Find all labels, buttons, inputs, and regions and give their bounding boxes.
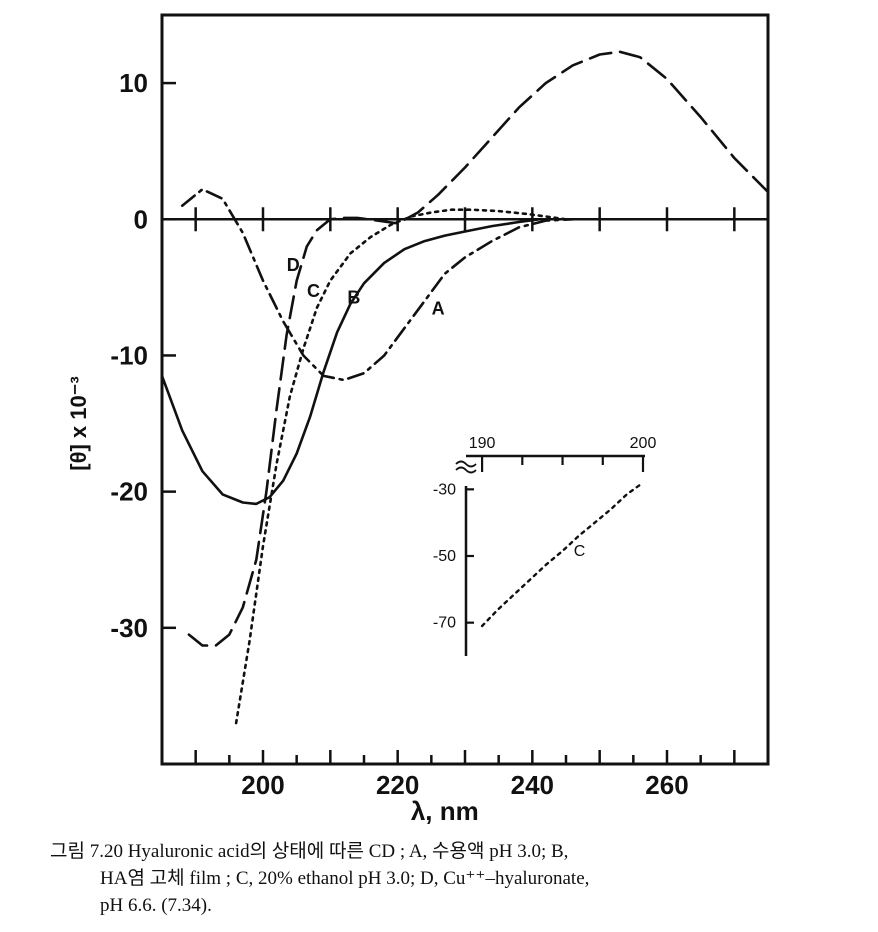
series-line-c	[234, 208, 568, 725]
x-tick-label: 260	[645, 770, 688, 800]
inset-series-group: C	[480, 481, 645, 628]
x-axis-label: λ, nm	[411, 796, 479, 826]
inset-x-tick-label: 190	[469, 435, 496, 452]
inset-y-tick-label: -70	[433, 615, 456, 632]
inset-y-tick-label: -30	[433, 481, 456, 498]
y-tick-label: -20	[110, 477, 148, 507]
y-tick-label: 10	[119, 68, 148, 98]
inset-axis-break	[455, 460, 477, 474]
curve-label-d: D	[287, 255, 300, 275]
curve-label-c: C	[307, 281, 320, 301]
caption-line-2: HA염 고체 film ; C, 20% ethanol pH 3.0; D, …	[100, 868, 590, 889]
inset-plot-area: 190 200 -30 -50 -70	[433, 435, 657, 656]
main-plot-area: 200 220 240 260 10 0 -10 -20 -30 λ, nm [θ] x 10⁻³	[66, 13, 770, 826]
series-line-d	[187, 50, 770, 647]
x-tick-label: 240	[511, 770, 554, 800]
inset-y-tick-label: -50	[433, 548, 456, 565]
x-tick-label: 220	[376, 770, 419, 800]
caption-line-1: 그림 7.20 Hyaluronic acid의 상태에 따른 CD ; A, …	[50, 841, 569, 862]
caption-line-3: pH 6.6. (7.34).	[100, 895, 212, 916]
main-series-group: DC BA	[160, 50, 770, 725]
y-tick-label: -30	[110, 613, 148, 643]
y-axis-label: [θ] x 10⁻³	[66, 376, 91, 470]
curve-label-b: B	[347, 288, 360, 308]
x-tick-label: 200	[241, 770, 284, 800]
curve-label-a: A	[432, 299, 445, 319]
series-line-a	[180, 188, 574, 382]
figure-caption: 그림 7.20 Hyaluronic acid의 상태에 따른 CD ; A, …	[50, 838, 870, 919]
y-tick-label: 0	[134, 204, 148, 234]
inset-x-tick-label: 200	[630, 435, 657, 452]
series-line-b	[160, 218, 541, 506]
inset-series-line-c	[480, 481, 645, 628]
y-tick-label: -10	[110, 340, 148, 370]
inset-curve-label-c: C	[574, 543, 586, 560]
